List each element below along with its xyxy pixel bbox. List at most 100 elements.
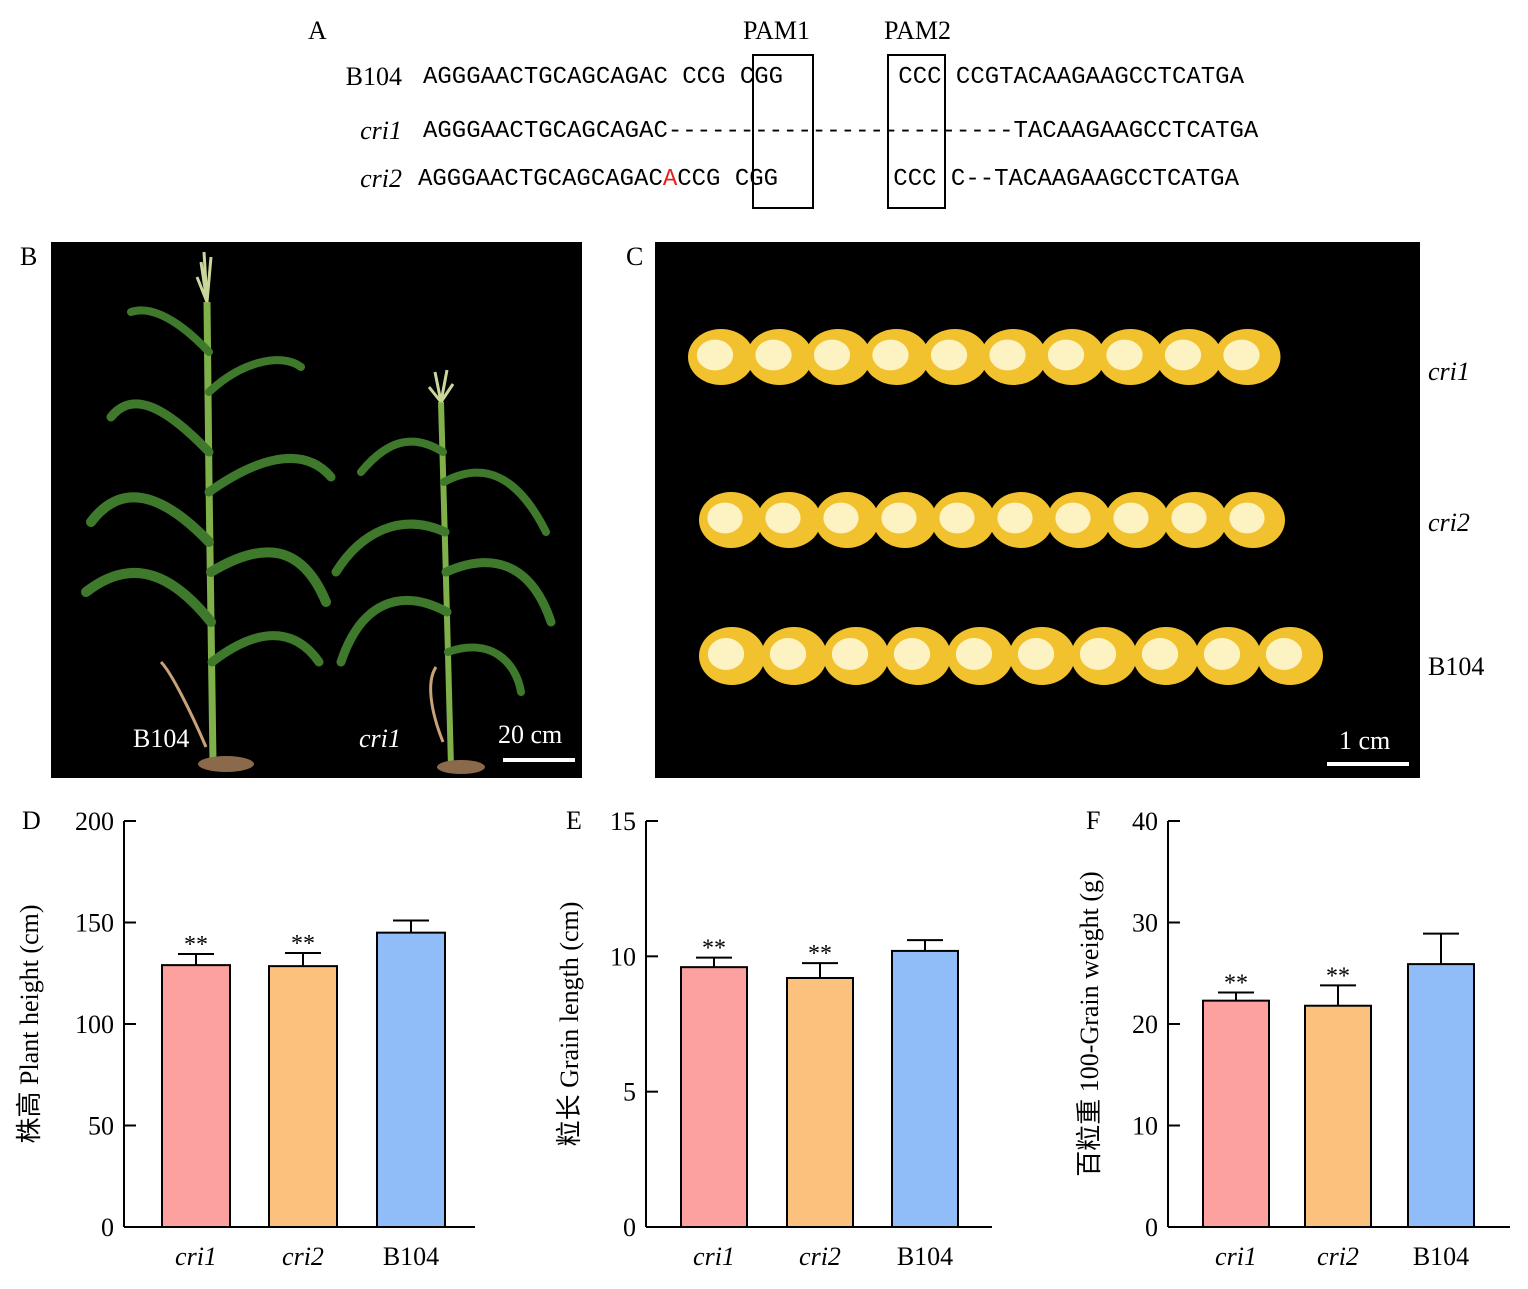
y-axis-label: 株高 Plant height (cm) <box>15 904 44 1143</box>
grain-weight-chart: 0 10 20 30 40 百粒重 100-Grain weight (g) ** cri1 *… <box>1075 807 1510 1271</box>
maize-plant-illustration <box>81 251 556 774</box>
kernel <box>1221 492 1285 548</box>
kernel <box>1105 492 1169 548</box>
sequence-segment <box>783 64 898 91</box>
category-label: cri2 <box>282 1242 324 1271</box>
bar <box>891 949 959 1228</box>
sequence-segment: CCGTACAAGAAGCCTCATGA <box>941 64 1244 91</box>
row-label-cri2: cri2 <box>1428 508 1470 537</box>
label-cri1: cri1 <box>359 724 401 753</box>
plant-b104 <box>81 251 336 772</box>
bar <box>161 964 231 1228</box>
scale-bar <box>503 758 575 762</box>
sequence-segment: CCG <box>677 166 735 193</box>
kernel <box>761 627 827 685</box>
kernel <box>699 627 765 685</box>
sequence-segment: C--TACAAGAAGCCTCATGA <box>936 166 1239 193</box>
y-tick-label: 50 <box>88 1112 114 1141</box>
y-tick-label: 5 <box>623 1078 636 1107</box>
kernel <box>931 492 995 548</box>
kernel <box>1133 627 1199 685</box>
y-tick-label: 30 <box>1132 909 1158 938</box>
pam1-label: PAM1 <box>743 16 810 45</box>
kernel <box>863 329 930 385</box>
category-label: cri1 <box>175 1242 217 1271</box>
sequence-segment <box>778 166 893 193</box>
kernel <box>980 329 1047 385</box>
category-label: B104 <box>383 1242 439 1271</box>
pam2-box <box>887 54 946 209</box>
bar <box>1202 999 1270 1228</box>
sequence-segment: CGG <box>739 64 784 91</box>
kernel <box>688 329 754 385</box>
y-axis-label: 百粒重 100-Grain weight (g) <box>1075 871 1104 1176</box>
significance-label: ** <box>808 941 832 967</box>
kernel <box>823 627 889 685</box>
pam1-box <box>752 54 814 209</box>
label-b104: B104 <box>133 724 190 753</box>
plant-cri1 <box>331 369 556 774</box>
panel-a-letter: A <box>308 16 327 45</box>
kernel <box>922 329 988 385</box>
row-label-b104: B104 <box>1428 652 1485 681</box>
significance-label: ** <box>1224 971 1248 997</box>
category-label: cri1 <box>1215 1242 1257 1271</box>
bar <box>1407 963 1475 1229</box>
y-tick-label: 100 <box>75 1010 114 1039</box>
panel-b-letter: B <box>20 242 38 271</box>
y-tick-label: 0 <box>623 1213 636 1242</box>
sequence-cri2: AGGGAACTGCAGCAGACACCG CGG CCC C--TACAAGA… <box>418 166 1239 193</box>
pam2-label: PAM2 <box>884 16 951 45</box>
kernel <box>746 329 813 385</box>
kernel <box>1071 627 1137 685</box>
panel-f-letter: F <box>1086 806 1101 835</box>
significance-label: ** <box>291 931 315 957</box>
y-tick-label: 20 <box>1132 1010 1158 1039</box>
kernel <box>1039 329 1105 385</box>
panel-c-letter: C <box>626 242 644 271</box>
kernel <box>1156 329 1222 385</box>
bar <box>680 966 748 1228</box>
bar <box>376 931 446 1228</box>
kernel <box>1257 627 1323 685</box>
panel-d-letter: D <box>22 806 41 835</box>
sequence-segment: AGGGAACTGCAGCAGAC CCG <box>423 64 740 91</box>
kernel <box>1009 627 1075 685</box>
sequence-segment: AGGGAACTGCAGCAGAC-----------------------… <box>423 118 1259 145</box>
y-tick-label: 200 <box>75 807 114 836</box>
scale-bar-label-c: 1 cm <box>1339 726 1391 755</box>
significance-label: ** <box>702 936 726 962</box>
bar <box>786 976 854 1228</box>
kernel <box>757 492 821 548</box>
y-tick-label: 0 <box>101 1213 114 1242</box>
sequence-segment: CGG <box>734 166 779 193</box>
y-tick-label: 150 <box>75 909 114 938</box>
sequence-name-cri2: cri2 <box>360 164 402 193</box>
kernel <box>1047 492 1111 548</box>
kernel <box>947 627 1013 685</box>
category-label: B104 <box>897 1242 953 1271</box>
kernel <box>873 492 937 548</box>
y-tick-label: 0 <box>1145 1213 1158 1242</box>
plant-height-chart: 0 50 100 150 200 株高 Plant height (cm) ** cri1 **… <box>15 807 475 1271</box>
maize-plant-photo: B104 cri1 20 cm <box>51 242 582 778</box>
sequence-segment: CCC <box>893 166 937 193</box>
kernel-rows <box>688 329 1323 685</box>
sequence-segment: A <box>662 166 678 193</box>
y-tick-label: 40 <box>1132 807 1158 836</box>
kernel <box>885 627 951 685</box>
category-label: B104 <box>1413 1242 1469 1271</box>
sequence-name-B104: B104 <box>345 62 402 91</box>
sequence-name-cri1: cri1 <box>360 116 402 145</box>
grain-photo: 1 cm <box>655 242 1420 778</box>
kernel <box>699 492 763 548</box>
sequence-B104: AGGGAACTGCAGCAGAC CCG CGG CCC CCGTACAAGA… <box>423 64 1244 91</box>
y-tick-label: 10 <box>610 942 636 971</box>
kernel <box>1214 329 1281 385</box>
y-tick-label: 10 <box>1132 1112 1158 1141</box>
sequence-cri1: AGGGAACTGCAGCAGAC-----------------------… <box>423 118 1258 145</box>
category-label: cri2 <box>1317 1242 1359 1271</box>
kernel <box>1195 627 1261 685</box>
significance-label: ** <box>184 932 208 958</box>
category-label: cri1 <box>693 1242 735 1271</box>
